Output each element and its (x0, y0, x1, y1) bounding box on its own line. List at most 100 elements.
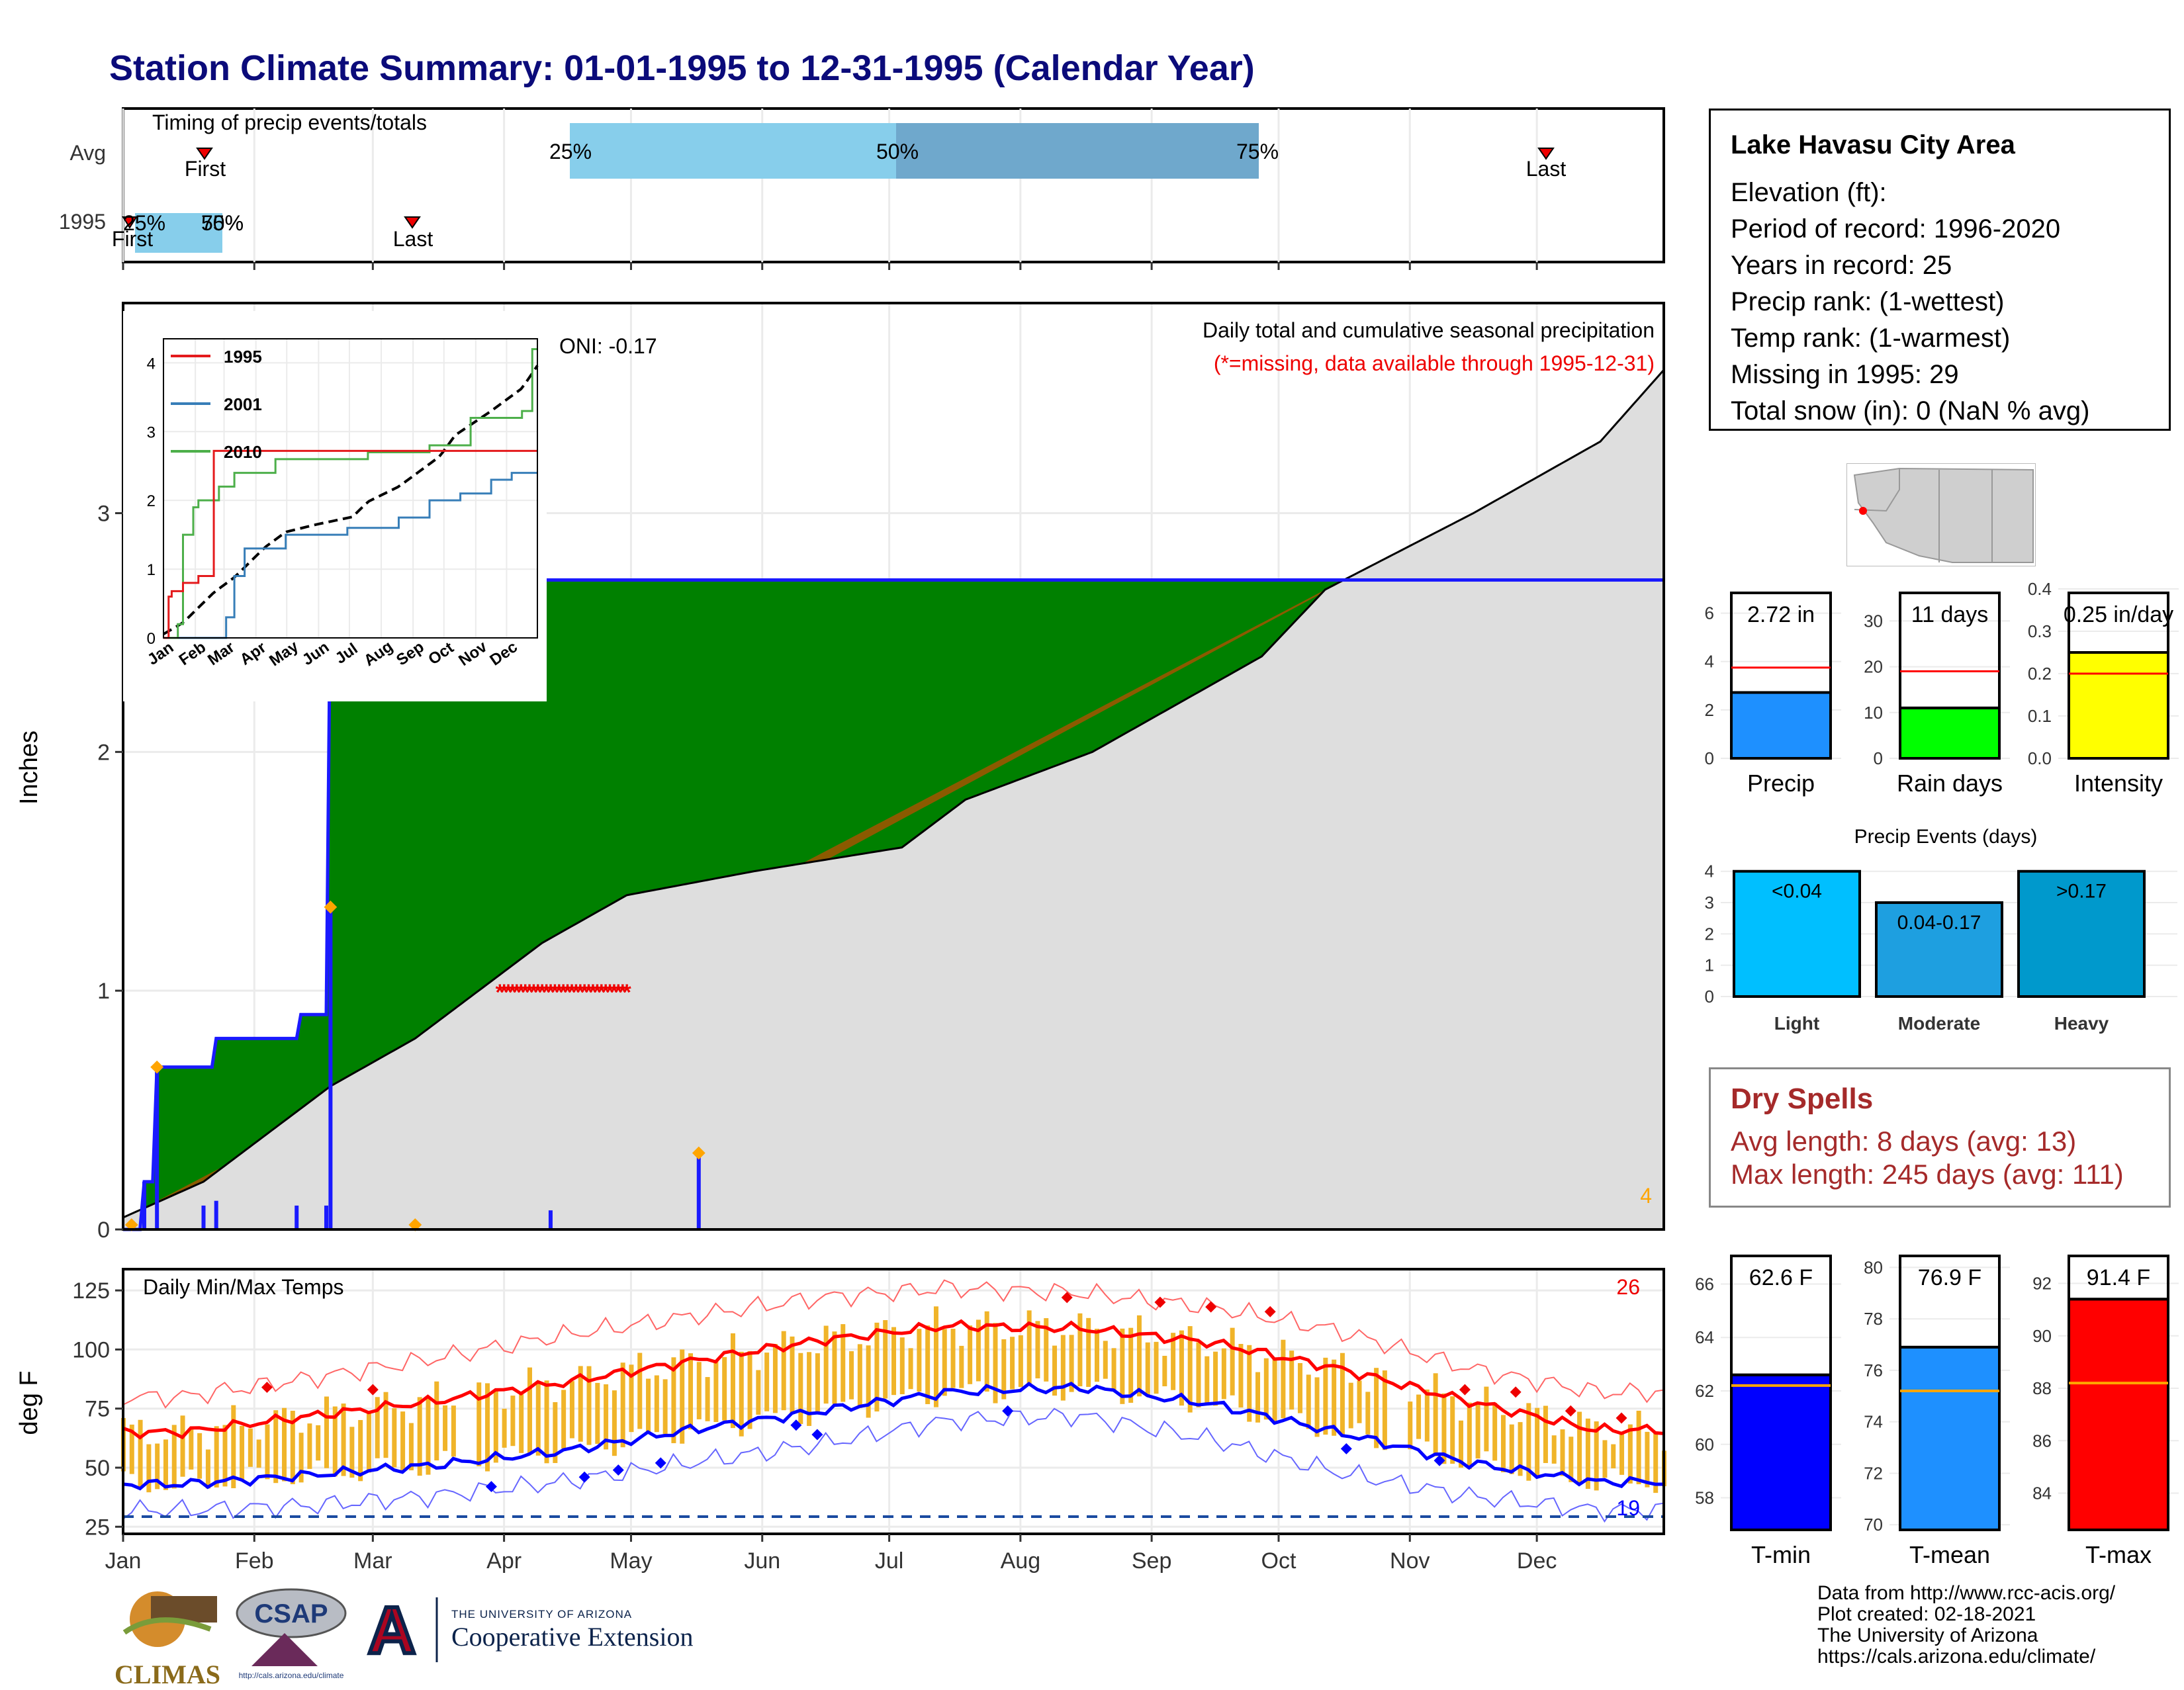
daily-temp-bar (443, 1405, 448, 1451)
summary-rain-days-value-label: 11 days (1911, 602, 1989, 627)
csap-emblem: CSAP http://cals.arizona.edu/climate (236, 1588, 347, 1680)
daily-temp-bar (240, 1425, 245, 1480)
record-high-marker (1205, 1301, 1217, 1313)
credit-line: The University of Arizona (1817, 1624, 2038, 1646)
month-tick-label: Feb (235, 1548, 274, 1574)
daily-temp-bar (747, 1351, 752, 1429)
missing-marker: * (542, 980, 551, 1005)
summary-precip-y-tick-label: 4 (1705, 652, 1714, 672)
csap-url: http://cals.arizona.edu/climate (239, 1671, 344, 1679)
temp-summary-svg: 58 60 62 64 66 62.6 F T-min 70 72 74 76 78 80 76.9 F T… (1695, 1252, 2179, 1568)
temp-bg (123, 1269, 1664, 1534)
missing-marker: * (601, 980, 610, 1005)
summary-intensity-y-tick-label: 0.0 (2028, 748, 2052, 768)
daily-temp-bar (383, 1392, 388, 1458)
daily-temp-bar (163, 1439, 168, 1490)
avg-first-label: First (185, 157, 226, 181)
missing-marker: * (521, 980, 530, 1005)
oni-label: ONI: -0.17 (559, 334, 657, 358)
temp-summary-t-max-y-tick-label: 84 (2032, 1484, 2052, 1503)
daily-temp-bar (899, 1337, 905, 1395)
y-tick-label: 50 (85, 1456, 110, 1481)
events-category-label: Light (1774, 1013, 1819, 1034)
record-low-marker (485, 1481, 497, 1493)
events-bar-label: <0.04 (1772, 881, 1822, 903)
daily-temp-bar (662, 1379, 668, 1434)
daily-temp-bar (1509, 1424, 1514, 1474)
timing-label: Timing of precip events/totals (152, 111, 427, 134)
dry-spells-box: Dry Spells Avg length: 8 days (avg: 13) … (1709, 1067, 2171, 1208)
credit-line: Plot created: 02-18-2021 (1817, 1603, 2036, 1625)
daily-temp-bar (1179, 1330, 1184, 1406)
record-low-marker (1002, 1405, 1014, 1417)
daily-temp-bar (366, 1413, 371, 1473)
inset-2001-line (163, 472, 537, 639)
daily-temp-bar (1323, 1357, 1328, 1435)
events-y-tick-label: 4 (1705, 862, 1714, 881)
inset-legend-label: 1995 (224, 347, 262, 367)
daily-temp-bar (646, 1378, 651, 1433)
daily-temp-bar (1424, 1389, 1430, 1442)
temp-summary-t-max-bar (2068, 1298, 2169, 1532)
daily-temp-bar (392, 1408, 397, 1468)
missing-marker: * (500, 980, 509, 1005)
daily-temp-bar (307, 1423, 312, 1469)
daily-temp-bar (722, 1356, 727, 1421)
daily-temp-bar (180, 1415, 185, 1477)
daily-temp-bar (544, 1380, 549, 1464)
inset-average-line (162, 365, 539, 636)
dry-spells-avg: Avg length: 8 days (avg: 13) (1731, 1126, 2077, 1157)
missing-marker: * (610, 980, 619, 1005)
climas-text: CLIMAS (114, 1660, 221, 1689)
temp-summary-t-mean-y-tick-label: 80 (1864, 1257, 1883, 1277)
record-high-marker (1459, 1384, 1471, 1396)
daily-temp-bar (1560, 1429, 1565, 1476)
daily-temp-bar (925, 1325, 931, 1404)
summary-bars-svg: 0 2 4 6 2.72 in Precip 0 10 20 30 11 days Rain days… (1705, 579, 2179, 797)
temp-summary-t-mean-y-tick-label: 78 (1864, 1309, 1883, 1329)
events-category-label: Heavy (2054, 1013, 2109, 1034)
info-line: Missing in 1995: 29 (1731, 360, 1959, 389)
daily-temp-bar (595, 1382, 600, 1444)
daily-temp-bar (933, 1306, 938, 1407)
daily-temp-bar (1306, 1374, 1311, 1429)
missing-marker: * (538, 980, 547, 1005)
daily-temp-bar (968, 1325, 973, 1384)
precip-events-svg: Precip Events (days) 0 1 2 3 4 <0.04 Light 0.04-… (1705, 826, 2177, 1034)
daily-temp-bar (214, 1426, 219, 1488)
avg-p25-label: 25% (549, 140, 592, 163)
avg-last-label: Last (1526, 157, 1567, 181)
temp-summary-t-min-y-tick-label: 60 (1695, 1435, 1714, 1454)
daily-temp-bar (273, 1410, 279, 1484)
missing-marker: * (546, 980, 555, 1005)
record-high-marker (367, 1384, 379, 1396)
avg-iqr-high (896, 123, 1259, 179)
daily-temp-bar (1602, 1440, 1608, 1478)
daily-temp-bar (713, 1360, 719, 1423)
y1995-last-label: Last (393, 227, 433, 251)
daily-temp-bar (1052, 1345, 1058, 1396)
month-tick-label: Sep (1132, 1548, 1172, 1574)
daily-temp-bar (807, 1352, 812, 1426)
daily-temp-bar (1205, 1356, 1210, 1405)
ua-emblem: A (366, 1591, 438, 1669)
daily-temp-bar (1569, 1437, 1574, 1482)
events-bar-light (1733, 869, 1861, 998)
summary-rain-days-y-tick-label: 20 (1864, 657, 1883, 677)
daily-temp-bar (781, 1331, 786, 1411)
daily-temp-bar (1645, 1431, 1650, 1488)
daily-temp-bar (222, 1425, 228, 1487)
daily-temp-bar (324, 1396, 329, 1468)
daily-temp-bar (976, 1319, 981, 1382)
inset-1995-line (163, 449, 537, 639)
inset-y-tick-label: 3 (147, 423, 156, 441)
summary-precip-label-box (1730, 592, 1832, 694)
daily-temp-bar (586, 1366, 592, 1445)
missing-marker: * (504, 980, 513, 1005)
daily-temp-bar (451, 1405, 456, 1457)
daily-precip-bar (295, 1205, 299, 1229)
record-high-marker (1264, 1306, 1276, 1317)
daily-temp-bar (332, 1406, 338, 1477)
daily-temp-bar (155, 1443, 160, 1490)
